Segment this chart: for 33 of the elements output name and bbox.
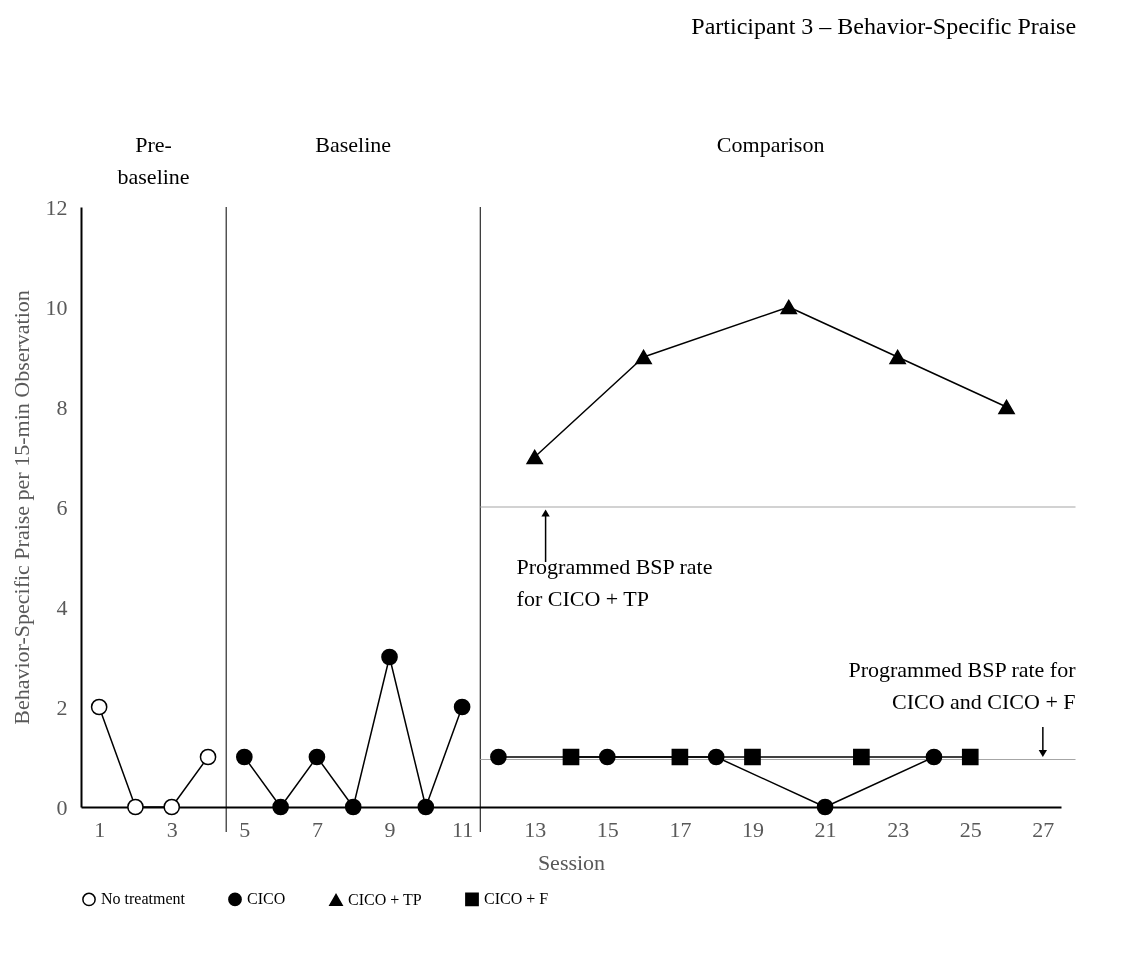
- ref-line-label: Programmed BSP rate for CICO + TP: [516, 554, 713, 611]
- x-tick-label: 1: [94, 816, 106, 842]
- y-tick-label: 4: [56, 594, 68, 620]
- x-tick-label: 3: [166, 816, 178, 842]
- ref-line-label: Programmed BSP rate for CICO and CICO + F: [848, 656, 1077, 714]
- y-tick-label: 8: [56, 394, 68, 420]
- x-tick-label: 23: [887, 816, 910, 842]
- x-tick-label: 15: [596, 816, 619, 842]
- legend-label: No treatment: [101, 890, 186, 908]
- y-tick-label: 12: [45, 194, 68, 220]
- x-tick-label: 17: [669, 816, 692, 842]
- text: Baseline: [315, 132, 392, 157]
- x-tick-label: 21: [814, 816, 837, 842]
- x-tick-label: 7: [311, 816, 323, 842]
- x-tick-label: 19: [741, 816, 764, 842]
- y-tick-label: 6: [56, 494, 68, 520]
- x-tick-label: 9: [384, 816, 396, 842]
- x-tick-label: 5: [239, 816, 251, 842]
- text: Pre-baseline: [117, 132, 190, 189]
- x-tick-label: 25: [959, 816, 982, 842]
- chart-title: Participant 3 – Behavior-Specific Praise: [691, 13, 1077, 39]
- legend-label: CICO + F: [484, 890, 549, 908]
- y-axis-title: Behavior-Specific Praise per 15-min Observation: [8, 290, 34, 725]
- x-axis-title: Session: [537, 849, 606, 875]
- y-tick-label: 0: [56, 794, 68, 820]
- x-tick-label: 13: [524, 816, 547, 842]
- legend-label: CICO + TP: [348, 890, 422, 908]
- text: Comparison: [716, 132, 825, 157]
- y-tick-label: 10: [45, 294, 68, 320]
- x-tick-label: 11: [452, 816, 474, 842]
- x-tick-label: 27: [1032, 816, 1055, 842]
- legend-label: CICO: [247, 890, 286, 908]
- y-tick-label: 2: [56, 694, 68, 720]
